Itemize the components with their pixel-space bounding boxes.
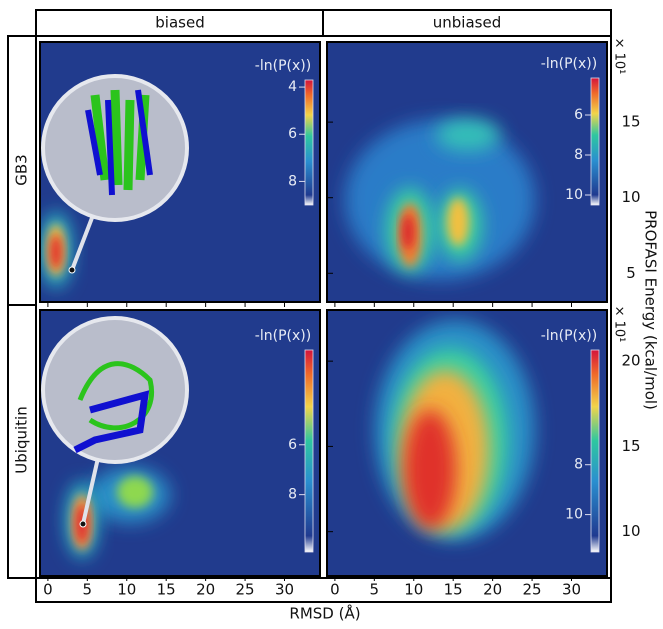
x-tick-label: 20 <box>196 581 215 599</box>
column-header: unbiased <box>433 14 501 32</box>
x-tick-label: 5 <box>83 581 93 599</box>
y-axis-label: PROFASI Energy (kcal/mol) <box>642 210 660 410</box>
x-tick-label: 10 <box>117 581 136 599</box>
y-multiplier: × 10¹ <box>612 38 627 75</box>
panel-frame <box>39 41 321 303</box>
panel-frame <box>39 309 321 577</box>
y-tick-label: 20 <box>621 352 640 370</box>
density <box>327 42 607 302</box>
y-tick-label: 15 <box>621 113 640 131</box>
x-tick-label: 5 <box>370 581 380 599</box>
colorbar-label: -ln(P(x)) <box>541 328 597 344</box>
row-header: Ubiquitin <box>13 406 31 473</box>
axes: -ln(P(x)) 4 6 8 5 10 15 × 10¹ -ln(P(x)) 6 8 10 0 5 10 1… <box>39 38 641 599</box>
colorbar-bar <box>590 349 600 553</box>
x-tick-label: 0 <box>330 581 340 599</box>
colorbar: -ln(P(x)) 6 8 10 <box>541 56 600 206</box>
x-tick-label: 25 <box>523 581 542 599</box>
panel-frame <box>326 41 608 303</box>
colorbar-tick-label: 8 <box>574 457 583 473</box>
y-tick-label: 5 <box>626 264 636 282</box>
colorbar-label: -ln(P(x)) <box>255 58 311 74</box>
panel-frame <box>326 309 608 577</box>
x-tick-label: 0 <box>43 581 53 599</box>
colorbar-bar <box>304 79 314 206</box>
x-tick-label: 25 <box>236 581 255 599</box>
colorbar-tick-label: 8 <box>574 147 583 163</box>
x-tick-label: 30 <box>562 581 581 599</box>
frames <box>7 9 612 603</box>
colorbar-label: -ln(P(x)) <box>255 328 311 344</box>
colorbar-bar <box>304 349 314 553</box>
colorbar-tick-label: 4 <box>288 79 297 95</box>
colorbar: -ln(P(x)) 4 6 8 <box>255 58 314 206</box>
column-header: biased <box>155 14 204 32</box>
y-tick-label: 15 <box>621 437 640 455</box>
density <box>40 310 320 576</box>
colorbar-label: -ln(P(x)) <box>541 56 597 72</box>
x-tick-label: 15 <box>444 581 463 599</box>
y-tick-label: 10 <box>621 522 640 540</box>
y-multiplier: × 10¹ <box>612 306 627 343</box>
colorbar: -ln(P(x)) 6 8 <box>255 328 314 553</box>
x-tick-label: 20 <box>483 581 502 599</box>
colorbar-bar <box>590 77 600 206</box>
colorbar-tick-label: 6 <box>574 107 583 123</box>
y-tick-label: 10 <box>621 188 640 206</box>
colorbar: -ln(P(x)) 8 10 <box>541 328 600 553</box>
colorbar-tick-label: 6 <box>288 126 297 142</box>
x-tick-label: 15 <box>157 581 176 599</box>
colorbar-tick-label: 10 <box>565 507 583 523</box>
x-axis-label: RMSD (Å) <box>289 604 360 623</box>
x-tick-label: 10 <box>404 581 423 599</box>
colorbar-tick-label: 8 <box>288 173 297 189</box>
density <box>327 310 607 576</box>
x-tick-label: 30 <box>275 581 294 599</box>
density <box>40 42 320 302</box>
colorbar-tick-label: 6 <box>288 437 297 453</box>
colorbar-tick-label: 8 <box>288 487 297 503</box>
colorbar-tick-label: 10 <box>565 187 583 203</box>
row-header: GB3 <box>13 154 31 185</box>
